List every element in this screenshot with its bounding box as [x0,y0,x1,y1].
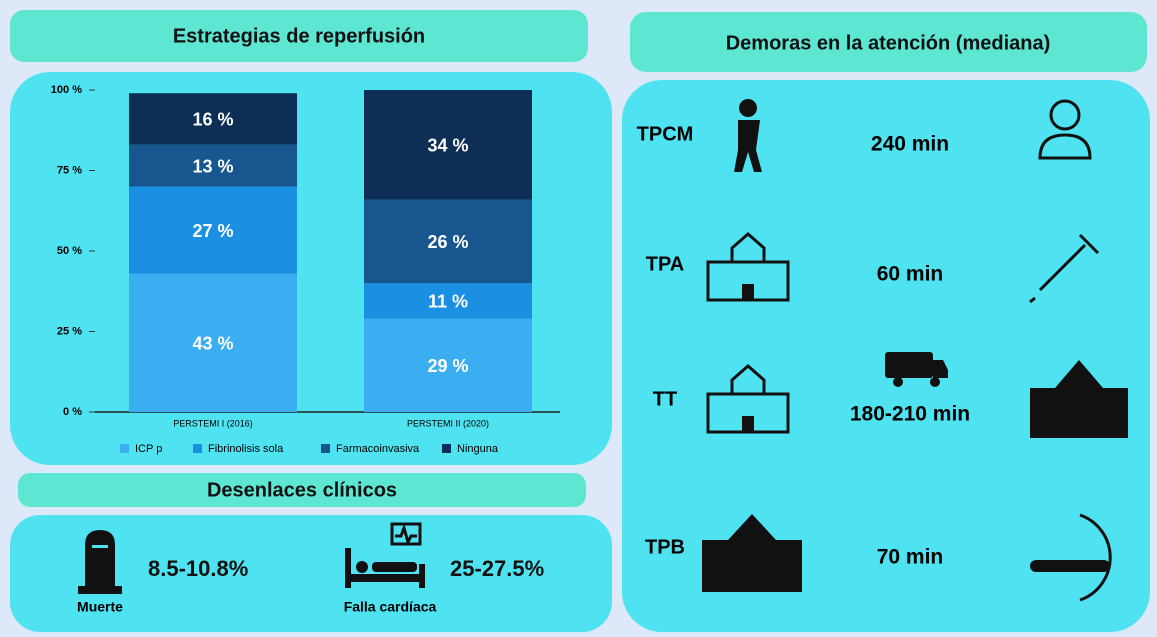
scanner-icon [1030,513,1112,602]
bar-segment [129,186,297,274]
bar-segment [129,273,297,412]
legend-swatch [321,444,330,453]
legend-swatch [193,444,202,453]
hospital-icon [706,364,790,434]
delay-value: 180-210 min [850,403,970,426]
delay-value: 60 min [877,263,944,286]
x-tick-label: PERSTEMI I (2016) [173,418,253,428]
bar-segment [129,93,297,145]
delay-label: TPB [645,536,685,558]
value-label: 29 % [427,356,468,376]
title-pill [18,473,586,507]
y-tick-label: 50 % [57,245,82,257]
delay-value: 240 min [871,133,949,156]
outcome-value: 25-27.5% [450,556,544,581]
delays-title: Demoras en la atención (mediana) [726,32,1051,54]
delay-label: TPCM [637,123,694,145]
y-tick-label: 0 % [63,406,82,418]
y-tick-label: 100 % [51,84,82,96]
doctor-icon [1038,99,1092,160]
bar-segment [364,199,532,284]
title-pill [10,10,588,62]
legend-label: Ninguna [457,443,499,455]
outcomes-panel [10,515,612,632]
outcome-value: 8.5-10.8% [148,556,248,581]
bar-segment [364,283,532,319]
chart-title: Estrategias de reperfusión [173,25,425,47]
outcome-label: Muerte [77,599,123,615]
delay-value: 70 min [877,546,944,569]
ambulance-icon [885,352,948,387]
x-tick-label: PERSTEMI II (2020) [407,418,489,428]
syringe-icon [1029,233,1100,304]
value-label: 26 % [427,232,468,252]
legend-swatch [442,444,451,453]
tombstone-icon [78,530,122,594]
pain-person-icon [734,99,762,172]
value-label: 27 % [192,221,233,241]
bar-segment [364,90,532,200]
delay-label: TT [653,388,677,410]
legend-label: Fibrinolisis sola [208,443,284,455]
legend-swatch [120,444,129,453]
value-label: 13 % [192,156,233,176]
hospital-icon [1030,360,1128,438]
bar-segment [129,144,297,187]
y-tick-label: 75 % [57,164,82,176]
hospital-icon [702,514,802,592]
y-tick-label: 25 % [57,325,82,337]
value-label: 11 % [428,292,468,312]
hospital-icon [706,232,790,302]
title-pill [630,12,1147,72]
delay-label: TPA [646,253,685,275]
outcome-label: Falla cardíaca [344,599,437,615]
bed-icon [345,522,425,588]
value-label: 16 % [192,110,233,130]
value-label: 34 % [427,135,468,155]
legend-label: Farmacoinvasiva [336,443,420,455]
legend-label: ICP p [135,443,162,455]
bar-segment [364,318,532,412]
outcomes-title: Desenlaces clínicos [207,479,397,501]
value-label: 43 % [192,334,233,354]
